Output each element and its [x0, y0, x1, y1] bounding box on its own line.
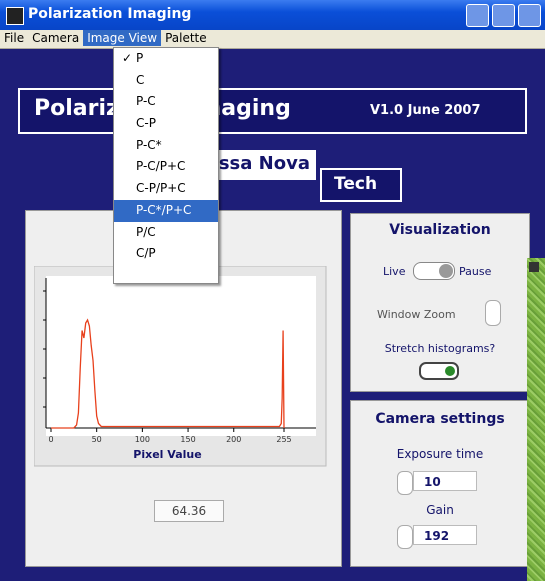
app-icon	[6, 7, 24, 25]
close-button[interactable]	[518, 4, 541, 27]
menu-item[interactable]: Image View	[83, 30, 161, 46]
pause-label: Pause	[459, 265, 491, 278]
gain-value[interactable]: 192	[413, 525, 477, 545]
window-zoom-label: Window Zoom	[377, 308, 456, 321]
menu-item[interactable]: Camera	[28, 30, 83, 46]
logo-suffix: Tech	[334, 174, 377, 194]
histogram-chart: 0 50 100 150 200 255 Pixel Value	[34, 266, 334, 471]
x-axis-label: Pixel Value	[133, 448, 201, 461]
dropdown-item[interactable]: P-C	[114, 91, 218, 113]
live-pause-toggle[interactable]	[413, 262, 455, 280]
window-title: Polarization Imaging	[28, 6, 191, 22]
stretch-toggle[interactable]	[419, 362, 459, 380]
visualization-panel: Visualization Live Pause Window Zoom Str…	[350, 213, 530, 392]
zoom-spinner[interactable]	[485, 300, 501, 326]
app-window: Polarization Imaging FileCameraImage Vie…	[0, 0, 545, 581]
banner: Polarization Imaging V1.0 June 2007	[18, 88, 527, 134]
dropdown-item[interactable]: P	[114, 48, 218, 70]
banner-version: V1.0 June 2007	[370, 103, 481, 118]
exposure-spinner[interactable]	[397, 471, 413, 495]
dropdown-item[interactable]: C	[114, 70, 218, 92]
logo-tech: Tech	[320, 168, 402, 202]
image-window	[527, 258, 545, 581]
dropdown-item[interactable]: C/P	[114, 243, 218, 265]
maximize-button[interactable]	[492, 4, 515, 27]
title-bar: Polarization Imaging	[0, 0, 545, 30]
dropdown-item[interactable]: P/C	[114, 222, 218, 244]
menu-item[interactable]: File	[0, 30, 28, 46]
value-display: 64.36	[154, 500, 224, 522]
dropdown-item[interactable]: P-C/P+C	[114, 156, 218, 178]
x-tick-label: 50	[92, 435, 102, 444]
dropdown-menu: PCP-CC-PP-C*P-C/P+CC-P/P+CP-C*/P+CP/CC/P	[113, 47, 219, 284]
x-tick-label: 0	[48, 435, 53, 444]
stretch-label: Stretch histograms?	[351, 342, 529, 355]
minimize-button[interactable]	[466, 4, 489, 27]
menu-item[interactable]: Palette	[161, 30, 211, 46]
camera-title: Camera settings	[351, 411, 529, 427]
image-window-icon	[529, 262, 539, 272]
dropdown-item[interactable]: C-P	[114, 113, 218, 135]
visualization-title: Visualization	[351, 222, 529, 238]
dropdown-item[interactable]: P-C*/P+C	[114, 200, 218, 222]
x-tick-label: 200	[226, 435, 241, 444]
live-label: Live	[383, 265, 405, 278]
dropdown-item[interactable]: C-P/P+C	[114, 178, 218, 200]
gain-spinner[interactable]	[397, 525, 413, 549]
exposure-value[interactable]: 10	[413, 471, 477, 491]
gain-label: Gain	[351, 503, 529, 517]
x-tick-label: 255	[276, 435, 291, 444]
exposure-label: Exposure time	[351, 447, 529, 461]
x-tick-label: 150	[180, 435, 195, 444]
camera-panel: Camera settings Exposure time 10 Gain 19…	[350, 400, 530, 567]
plot-area	[46, 276, 316, 436]
dropdown-item[interactable]: P-C*	[114, 135, 218, 157]
x-tick-label: 100	[135, 435, 150, 444]
